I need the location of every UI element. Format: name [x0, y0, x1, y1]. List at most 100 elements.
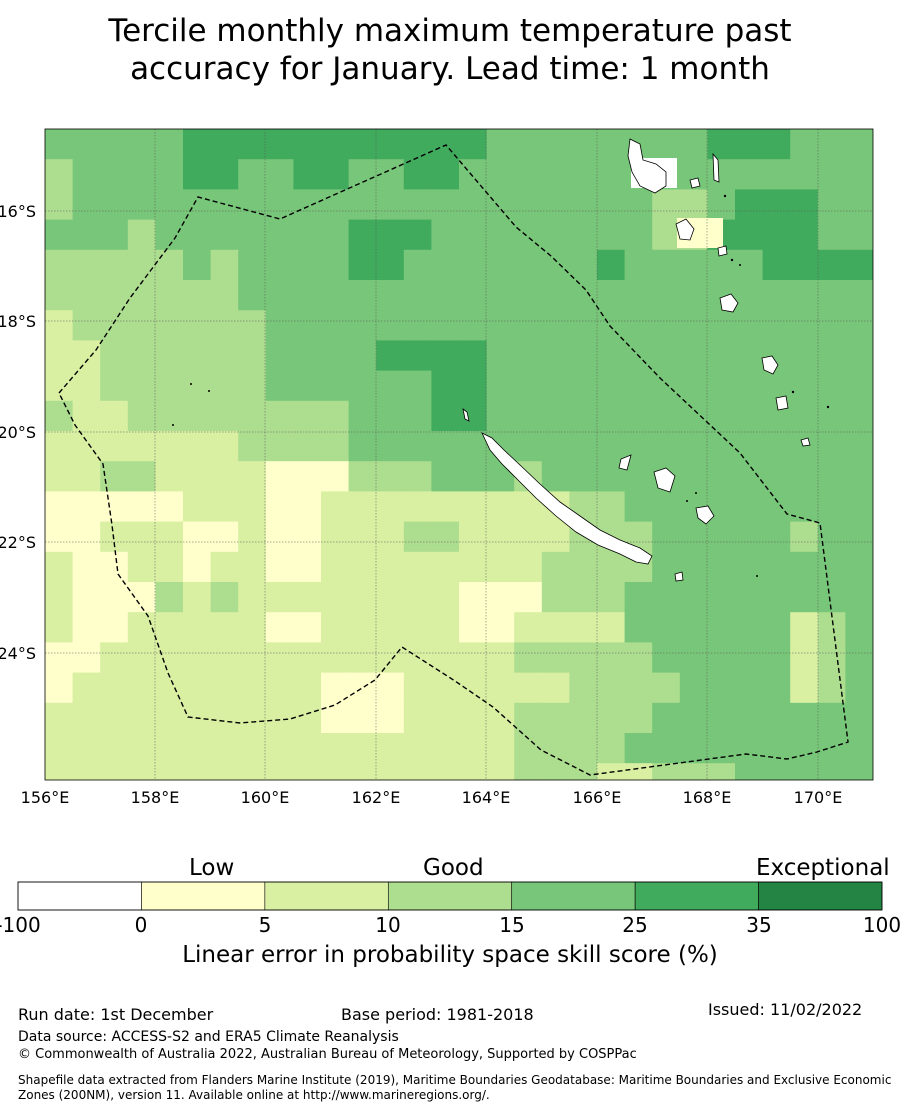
skill-cell: [100, 551, 129, 583]
skill-cell: [100, 793, 128, 820]
skill-cell: [100, 159, 129, 190]
colorbar-swatch: [634, 881, 759, 911]
skill-cell: [293, 642, 322, 674]
skill-cell: [293, 249, 322, 281]
skill-cell: [790, 733, 819, 764]
skill-cell: [459, 249, 488, 281]
skill-cell: [597, 582, 626, 613]
shapefile-credit-line-1: Shapefile data extracted from Flanders M…: [18, 1073, 892, 1087]
skill-cell: [183, 672, 212, 704]
skill-cell: [541, 642, 570, 674]
skill-cell: [321, 310, 350, 341]
skill-cell: [679, 521, 708, 553]
skill-cell: [873, 280, 900, 311]
skill-cell: [210, 129, 239, 160]
skill-cell: [155, 431, 184, 462]
skill-cell: [376, 491, 405, 523]
skill-cell: [127, 129, 156, 160]
skill-cell: [459, 340, 488, 372]
lon-label-168e: 168°E: [683, 788, 732, 807]
skill-cell: [845, 582, 873, 613]
skill-cell: [321, 370, 350, 402]
skill-cell: [486, 340, 515, 372]
skill-cell: [459, 129, 488, 160]
skill-cell: [403, 219, 432, 251]
colorbar-swatch: [17, 881, 142, 911]
skill-cell: [873, 129, 900, 160]
skill-cell: [514, 793, 542, 820]
skill-cell: [210, 461, 239, 492]
skill-cell: [127, 461, 156, 492]
skill-cell: [625, 793, 653, 820]
skill-cell: [45, 672, 74, 704]
skill-cell: [403, 159, 432, 190]
skill-cell: [790, 461, 819, 492]
skill-cell: [514, 612, 543, 643]
skill-cell: [873, 522, 900, 553]
skill-cell: [790, 521, 819, 553]
skill-cell: [459, 612, 488, 643]
skill-cell: [817, 249, 846, 281]
skill-cell: [238, 461, 267, 492]
skill-cell: [127, 340, 156, 372]
skill-cell: [238, 612, 267, 643]
skill-cell: [514, 400, 543, 432]
colorbar-label: Linear error in probability space skill …: [182, 942, 718, 968]
skill-cell: [45, 702, 74, 734]
skill-cell: [762, 129, 791, 160]
lon-label-170e: 170°E: [794, 788, 843, 807]
skill-cell: [817, 400, 846, 432]
skill-cell: [72, 612, 101, 643]
skill-cell: [486, 642, 515, 674]
skill-cell: [569, 159, 598, 190]
skill-cell: [45, 159, 74, 190]
skill-cell: [72, 340, 101, 372]
skill-cell: [679, 280, 708, 311]
skill-cell: [707, 702, 736, 734]
skill-cell: [597, 733, 626, 764]
lifou-island: [653, 467, 676, 493]
skill-cell: [265, 310, 294, 341]
skill-cell: [735, 612, 764, 643]
skill-cell: [127, 431, 156, 462]
skill-cell: [348, 672, 377, 704]
skill-cell: [845, 551, 873, 583]
skill-cell: [845, 219, 873, 251]
skill-cell: [100, 280, 129, 311]
skill-cell: [817, 521, 846, 553]
colorbar-swatch: [387, 881, 513, 911]
skill-cell: [183, 521, 212, 553]
skill-cell: [376, 551, 405, 583]
skill-cell: [652, 340, 681, 372]
skill-cell: [293, 763, 322, 780]
skill-cell: [403, 431, 432, 462]
skill-cell: [321, 612, 350, 643]
skill-cell: [486, 249, 515, 281]
colorbar-frame: [17, 881, 883, 911]
skill-cell: [624, 280, 653, 311]
skill-cell: [183, 340, 212, 372]
skill-cell: [403, 400, 432, 432]
skill-cell: [597, 159, 626, 190]
skill-cell: [817, 702, 846, 734]
skill-cell: [293, 370, 322, 402]
skill-cell: [238, 521, 267, 553]
skill-cell: [72, 400, 101, 432]
skill-cell: [569, 370, 598, 402]
skill-cell: [293, 280, 322, 311]
skill-cell: [376, 612, 405, 643]
skill-cell: [707, 129, 736, 160]
skill-cell: [790, 129, 819, 160]
skill-cell: [542, 793, 570, 820]
skill-cell: [72, 763, 101, 780]
skill-cell: [679, 189, 708, 221]
skill-cell: [652, 733, 681, 764]
skill-cell: [431, 672, 460, 704]
skill-cell: [569, 249, 598, 281]
skill-cell: [762, 642, 791, 674]
skill-cell: [845, 340, 873, 372]
skill-cell: [45, 129, 74, 160]
skill-cell: [845, 189, 873, 221]
skill-cell: [183, 129, 212, 160]
skill-cell: [238, 219, 267, 251]
